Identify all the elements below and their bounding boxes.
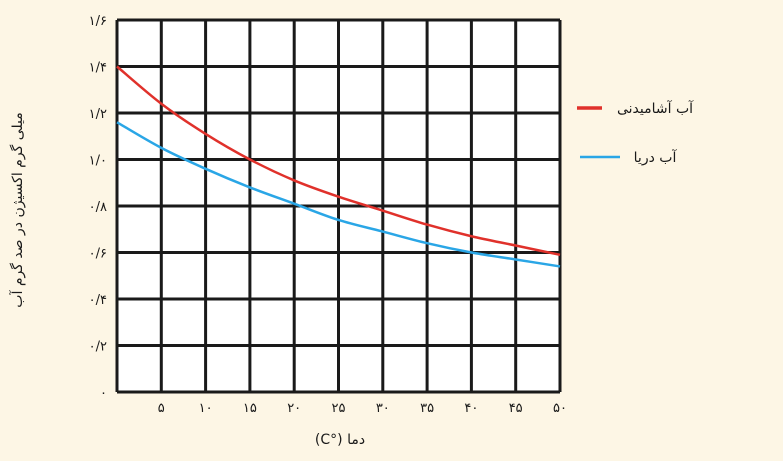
x-tick-label: ۲۵: [332, 401, 346, 416]
x-tick-label: ۱۵: [243, 401, 257, 416]
chart-legend: آب آشامیدنی آب دریا: [577, 100, 694, 166]
series-line-1: [116, 65, 561, 257]
x-tick-label: ۱۰: [199, 401, 213, 416]
y-tick-label: ۰/۶: [89, 247, 107, 262]
x-tick-label: ۳۰: [376, 401, 390, 416]
chart-ticks: ۵ ۱۰ ۱۵ ۲۰ ۲۵ ۳۰ ۳۵ ۴۰ ۴۵ ۵۰ ۰ ۰/۲ ۰/۴ ۰/۶ ۰/۸ ۱/۰ ۱/۲ ۱/…: [89, 14, 567, 416]
x-tick-label: ۵: [158, 401, 165, 416]
y-tick-label: ۰/۲: [89, 340, 107, 355]
y-axis-title: میلی گرم اکسیژن در صد گرم آب: [9, 112, 26, 307]
x-tick-label: ۲۰: [287, 401, 301, 416]
y-tick-label: ۰/۴: [89, 293, 107, 308]
x-tick-label: ۵۰: [553, 401, 567, 416]
y-tick-label: ۱/۴: [89, 61, 107, 76]
x-tick-label: ۴۰: [464, 401, 478, 416]
x-axis-title: دما (°C): [315, 432, 365, 448]
series-line-2: [116, 121, 561, 268]
chart-grid: [115, 18, 562, 394]
y-tick-label: ۱/۶: [89, 14, 107, 29]
legend-label-2: آب دریا: [634, 149, 678, 166]
x-tick-label: ۴۵: [509, 401, 523, 416]
y-tick-label: ۱/۲: [89, 107, 107, 122]
x-tick-label: ۳۵: [420, 401, 434, 416]
y-tick-label: ۰: [100, 386, 107, 401]
y-tick-label: ۱/۰: [89, 154, 107, 169]
chart-series: [116, 65, 561, 268]
legend-label-1: آب آشامیدنی: [617, 100, 694, 117]
y-tick-label: ۰/۸: [89, 200, 107, 215]
